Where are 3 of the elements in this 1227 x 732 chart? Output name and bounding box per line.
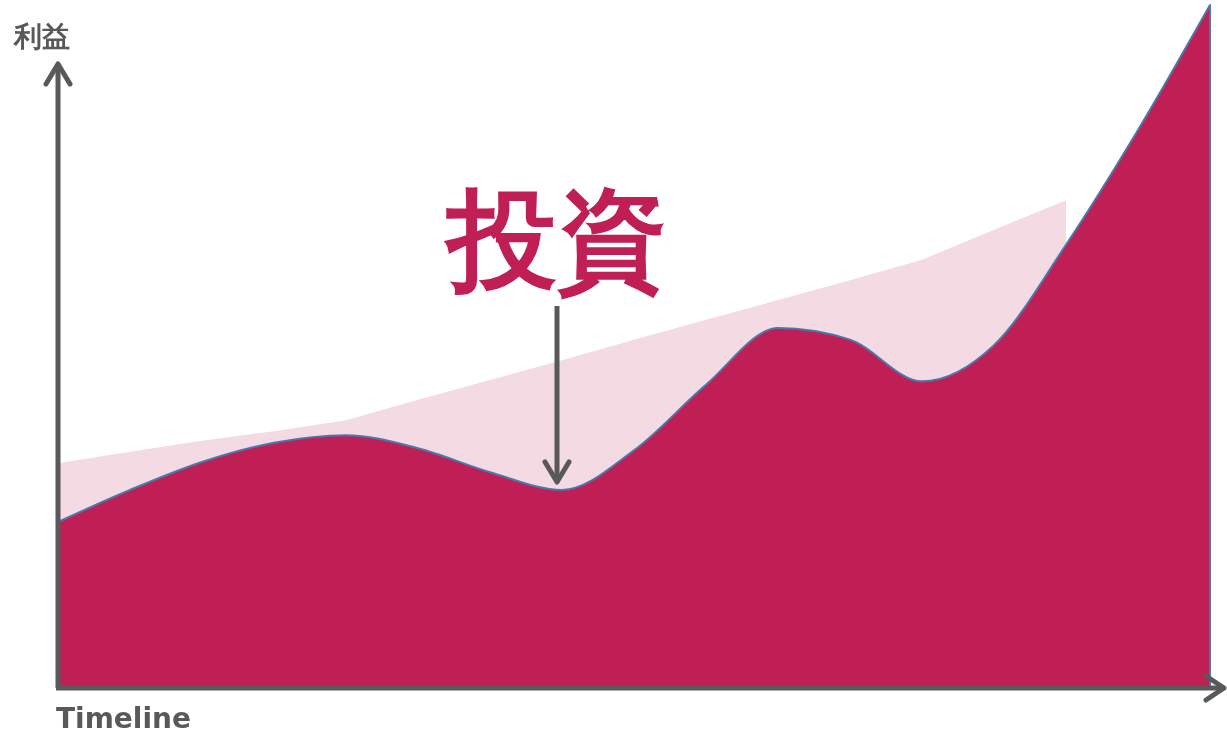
annotation: 投資 xyxy=(443,176,667,304)
x-axis-title: Timeline xyxy=(56,702,191,732)
y-axis-title: 利益 xyxy=(13,20,70,53)
